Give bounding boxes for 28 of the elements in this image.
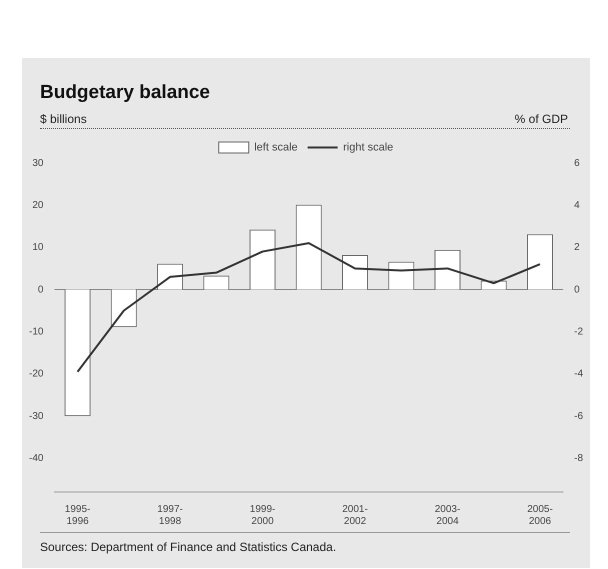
x-tick-label: 2003-2004 xyxy=(434,504,460,527)
y-tick-label: 0 xyxy=(38,284,44,296)
y-tick-label: -20 xyxy=(29,368,44,380)
legend-label: left scale xyxy=(254,142,298,154)
y2-tick-label: -4 xyxy=(574,368,584,380)
x-tick-label: 2005-2006 xyxy=(527,504,553,527)
y2-tick-label: 6 xyxy=(574,158,580,169)
x-tick-label: 2001-2002 xyxy=(342,504,368,527)
source-note: Sources: Department of Finance and Statistics Canada. xyxy=(40,540,336,554)
y2-axis-title: % of GDP xyxy=(514,112,568,126)
y-axis-title: $ billions xyxy=(40,112,87,126)
x-tick-label: 1995-1996 xyxy=(64,504,90,527)
chart-title: Budgetary balance xyxy=(40,82,210,104)
y-tick-label: 10 xyxy=(32,242,44,254)
y2-tick-label: -2 xyxy=(574,326,584,338)
legend-label: right scale xyxy=(343,142,394,154)
y2-tick-label: 2 xyxy=(574,242,580,254)
y-tick-label: -30 xyxy=(29,410,44,422)
y-tick-label: -40 xyxy=(29,453,44,464)
y-tick-label: -10 xyxy=(29,326,44,338)
y-tick-label: 20 xyxy=(32,200,44,211)
y2-tick-label: -8 xyxy=(574,453,584,464)
x-tick-label: 1997-1998 xyxy=(157,504,183,527)
x-tick-label: 1999-2000 xyxy=(250,504,276,527)
y2-tick-label: 4 xyxy=(574,200,580,211)
y-tick-label: 30 xyxy=(32,158,44,169)
y2-tick-label: 0 xyxy=(574,284,580,296)
y2-tick-label: -6 xyxy=(574,410,584,422)
